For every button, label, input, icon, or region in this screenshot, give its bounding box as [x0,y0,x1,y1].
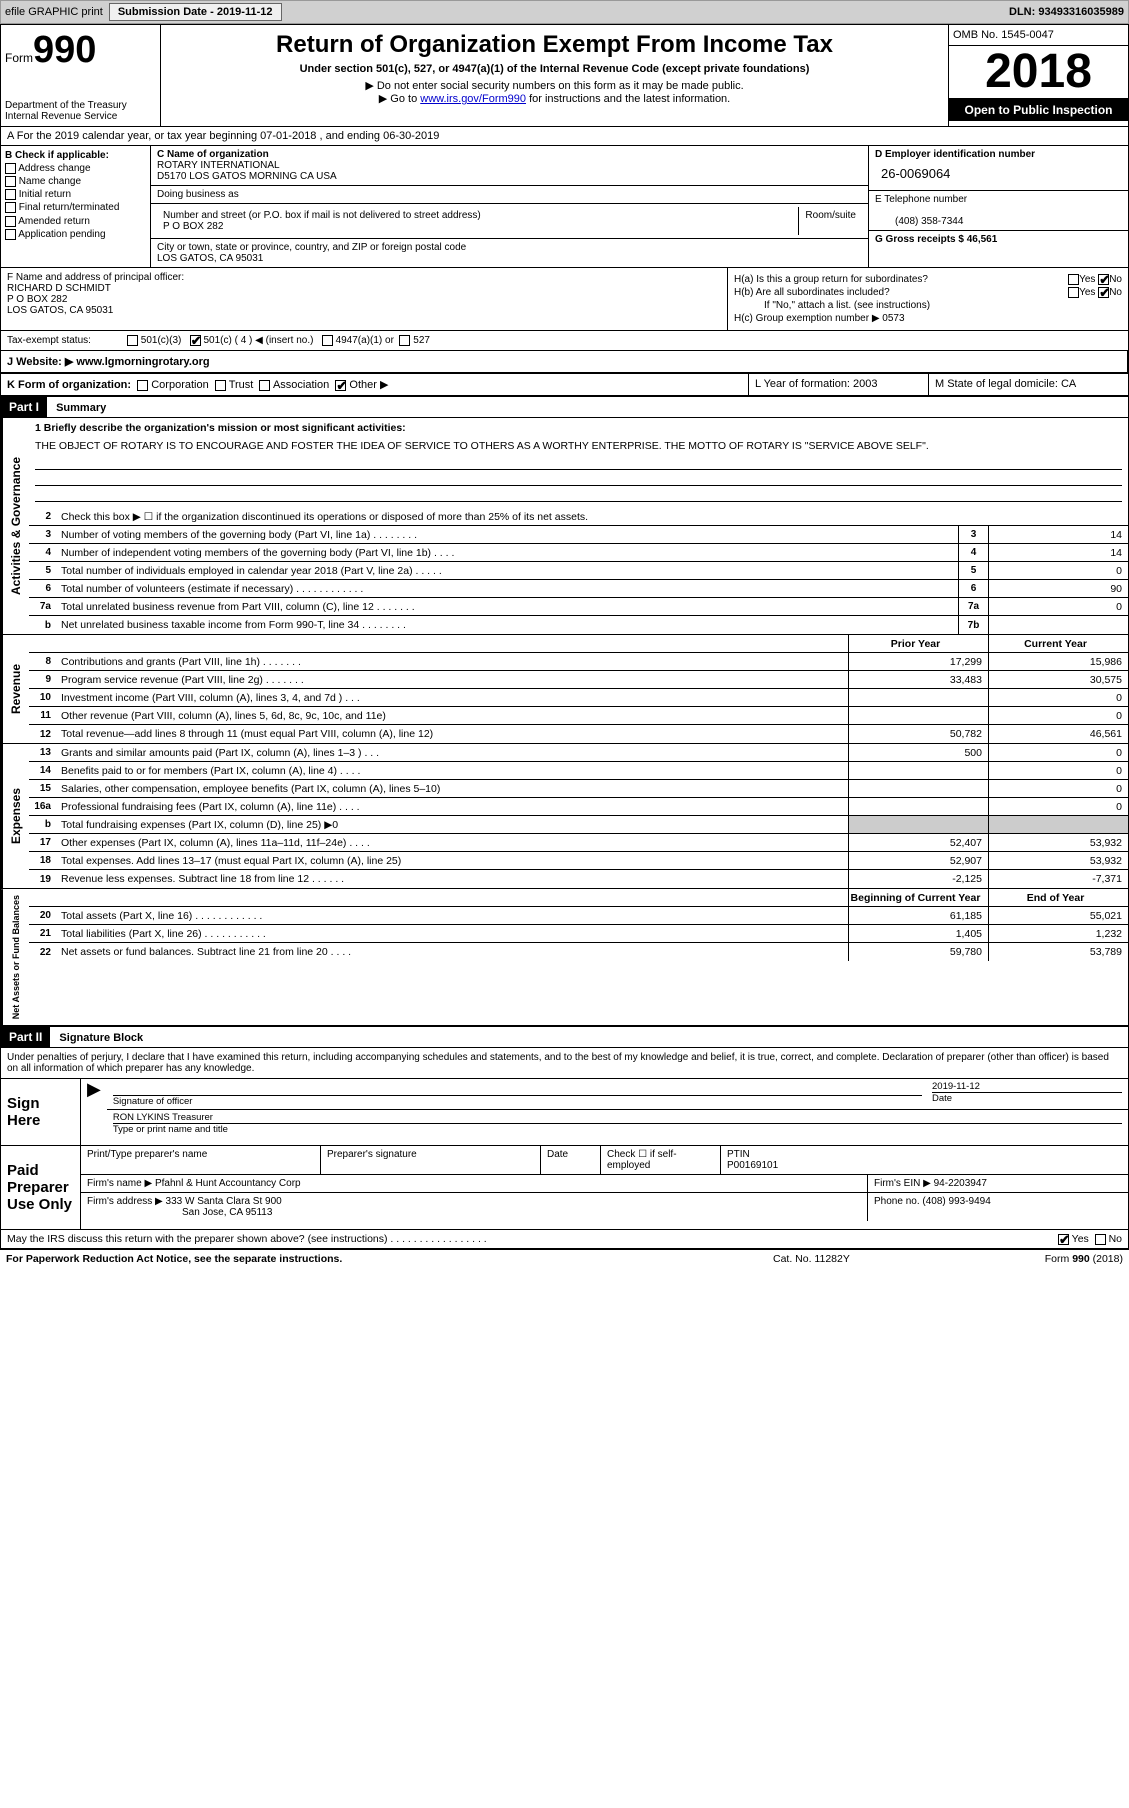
line-20: 20 Total assets (Part X, line 16) . . . … [29,907,1128,925]
part1-hdr: Part I [1,397,47,417]
line-b: b Net unrelated business taxable income … [29,616,1128,634]
side-netassets: Net Assets or Fund Balances [1,889,29,1025]
submission-btn[interactable]: Submission Date - 2019-11-12 [109,3,282,21]
top-bar: efile GRAPHIC print Submission Date - 20… [0,0,1129,24]
mission-label: 1 Briefly describe the organization's mi… [29,418,1128,436]
dln: DLN: 93493316035989 [1009,6,1124,18]
org-city: LOS GATOS, CA 95031 [157,253,263,264]
line-13: 13 Grants and similar amounts paid (Part… [29,744,1128,762]
side-expenses: Expenses [1,744,29,888]
website-row: J Website: ▶ www.lgmorningrotary.org [1,351,1128,372]
line-21: 21 Total liabilities (Part X, line 26) .… [29,925,1128,943]
line-17: 17 Other expenses (Part IX, column (A), … [29,834,1128,852]
mission-text: THE OBJECT OF ROTARY IS TO ENCOURAGE AND… [29,436,1128,454]
line-6: 6 Total number of volunteers (estimate i… [29,580,1128,598]
part2-hdr: Part II [1,1027,50,1047]
tax-year: 2018 [949,46,1128,99]
page-title: Return of Organization Exempt From Incom… [167,31,942,59]
line-15: 15 Salaries, other compensation, employe… [29,780,1128,798]
chk-final[interactable]: Final return/terminated [5,202,146,213]
chk-amended[interactable]: Amended return [5,216,146,227]
irs-link[interactable]: www.irs.gov/Form990 [420,93,526,105]
form-header: Form990 Department of the Treasury Inter… [1,25,1128,127]
line-8: 8 Contributions and grants (Part VIII, l… [29,653,1128,671]
col-b: B Check if applicable: Address change Na… [1,146,151,267]
line-7a: 7a Total unrelated business revenue from… [29,598,1128,616]
sig-intro: Under penalties of perjury, I declare th… [1,1048,1128,1079]
line-3: 3 Number of voting members of the govern… [29,526,1128,544]
org-name: ROTARY INTERNATIONAL [157,160,280,171]
phone: (408) 358-7344 [875,216,963,227]
org-address: P O BOX 282 [163,221,223,232]
line-22: 22 Net assets or fund balances. Subtract… [29,943,1128,961]
discuss-row: May the IRS discuss this return with the… [1,1230,1128,1249]
subtitle: Under section 501(c), 527, or 4947(a)(1)… [167,63,942,75]
line-11: 11 Other revenue (Part VIII, column (A),… [29,707,1128,725]
side-revenue: Revenue [1,635,29,743]
line-16a: 16a Professional fundraising fees (Part … [29,798,1128,816]
line-19: 19 Revenue less expenses. Subtract line … [29,870,1128,888]
col-h: H(a) Is this a group return for subordin… [728,268,1128,330]
col-d: D Employer identification number 26-0069… [868,146,1128,267]
chk-initial[interactable]: Initial return [5,189,146,200]
chk-name[interactable]: Name change [5,176,146,187]
chk-pending[interactable]: Application pending [5,229,146,240]
omb: OMB No. 1545-0047 [949,25,1128,46]
col-f: F Name and address of principal officer:… [1,268,728,330]
line-b: b Total fundraising expenses (Part IX, c… [29,816,1128,834]
line-4: 4 Number of independent voting members o… [29,544,1128,562]
line-18: 18 Total expenses. Add lines 13–17 (must… [29,852,1128,870]
dept: Department of the Treasury Internal Reve… [5,100,156,122]
line-9: 9 Program service revenue (Part VIII, li… [29,671,1128,689]
officer-name: RON LYKINS Treasurer [113,1112,1122,1123]
side-governance: Activities & Governance [1,418,29,634]
chk-address[interactable]: Address change [5,163,146,174]
ein: 26-0069064 [875,160,1122,187]
exempt-row: Tax-exempt status: 501(c)(3) 501(c) ( 4 … [1,331,1128,351]
inst2: ▶ Go to www.irs.gov/Form990 for instruct… [167,92,942,105]
firm-name: Pfahnl & Hunt Accountancy Corp [155,1178,301,1189]
row-a: A For the 2019 calendar year, or tax yea… [1,127,1128,146]
line-12: 12 Total revenue—add lines 8 through 11 … [29,725,1128,743]
gross-receipts: G Gross receipts $ 46,561 [875,234,997,245]
line-14: 14 Benefits paid to or for members (Part… [29,762,1128,780]
footer: For Paperwork Reduction Act Notice, see … [0,1250,1129,1268]
inspection-badge: Open to Public Inspection [949,99,1128,121]
col-c: C Name of organization ROTARY INTERNATIO… [151,146,868,267]
line-10: 10 Investment income (Part VIII, column … [29,689,1128,707]
row-k: K Form of organization: Corporation Trus… [1,374,748,395]
form-number: Form990 [5,29,156,72]
line-5: 5 Total number of individuals employed i… [29,562,1128,580]
arrow-icon: ▶ [81,1079,107,1145]
sign-here: Sign Here [1,1079,81,1145]
paid-preparer: Paid Preparer Use Only [1,1146,81,1229]
inst1: ▶ Do not enter social security numbers o… [167,79,942,92]
efile-label: efile GRAPHIC print [5,6,103,18]
